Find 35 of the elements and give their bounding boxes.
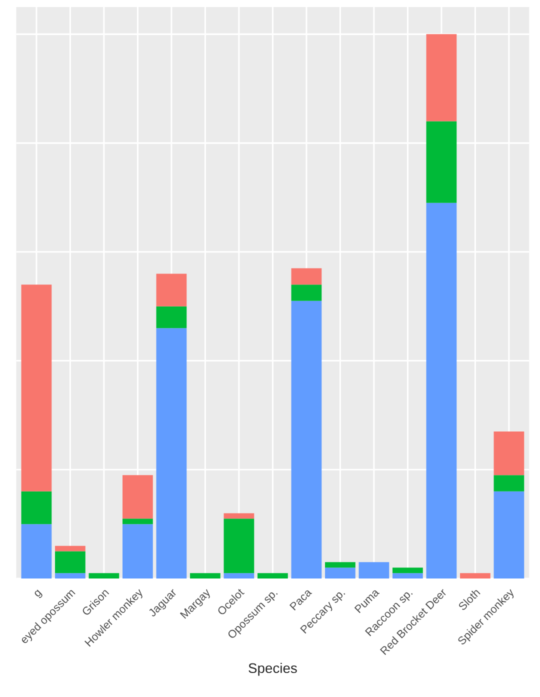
bar xyxy=(122,518,153,524)
x-tick-label: g xyxy=(34,590,44,599)
bar xyxy=(224,573,254,579)
bar xyxy=(494,475,524,492)
bar xyxy=(156,274,187,306)
bar xyxy=(190,573,220,579)
bar xyxy=(325,568,356,579)
bar xyxy=(224,513,254,519)
bar xyxy=(156,306,187,328)
bar xyxy=(258,573,288,579)
bar xyxy=(21,284,52,492)
bar xyxy=(426,34,457,122)
bar xyxy=(55,546,86,552)
bar xyxy=(291,284,322,301)
bar xyxy=(21,524,52,579)
bar xyxy=(358,562,390,579)
bar xyxy=(88,573,120,579)
bar xyxy=(122,475,153,519)
bar xyxy=(426,202,457,579)
bar xyxy=(392,568,423,574)
bar xyxy=(494,432,524,476)
bar xyxy=(325,562,356,568)
bar xyxy=(55,573,86,579)
bar xyxy=(156,328,187,579)
bar xyxy=(224,518,254,574)
bar xyxy=(21,491,52,524)
bar xyxy=(291,300,322,579)
bar xyxy=(494,491,524,579)
bar xyxy=(291,268,322,285)
bar xyxy=(426,121,457,203)
bar xyxy=(460,573,490,579)
bar xyxy=(392,573,423,579)
bar xyxy=(55,551,86,574)
x-axis-title: Species xyxy=(248,662,297,676)
bar xyxy=(122,524,153,579)
